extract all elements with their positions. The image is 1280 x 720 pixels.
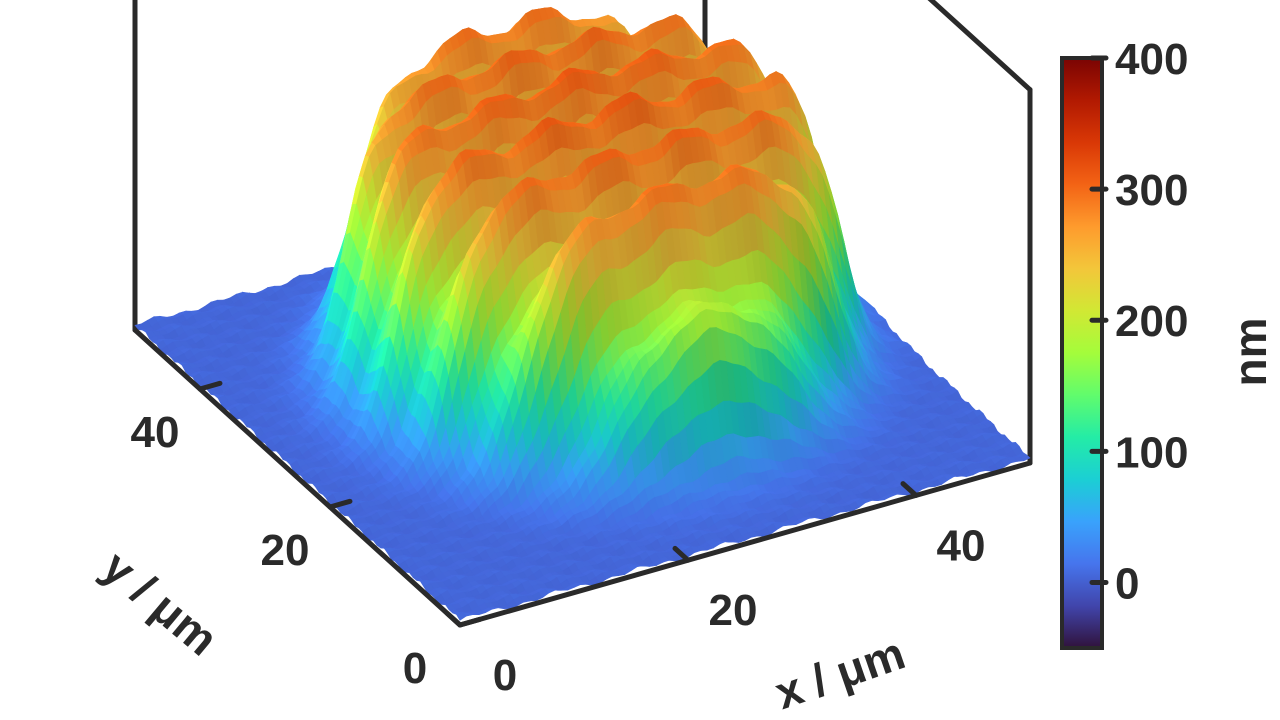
height-surface (134, 6, 1031, 621)
box-edge (927, 0, 1033, 93)
